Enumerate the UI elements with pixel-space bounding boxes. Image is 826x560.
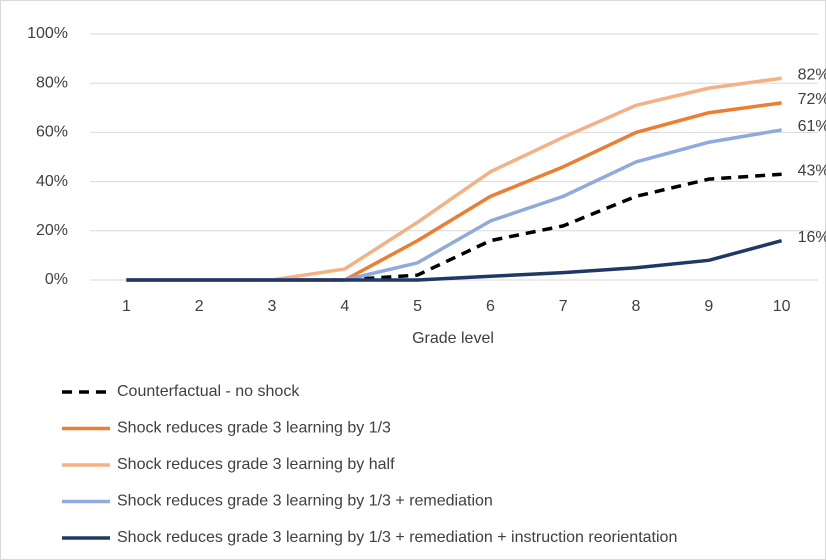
- x-tick-label: 3: [268, 298, 277, 315]
- data-label: 82%: [798, 66, 826, 83]
- x-tick-label: 10: [773, 298, 791, 315]
- y-tick-label: 20%: [36, 222, 68, 239]
- y-tick-label: 40%: [36, 173, 68, 190]
- data-label: 61%: [798, 118, 826, 135]
- y-tick-label: 60%: [36, 124, 68, 141]
- x-tick-label: 8: [632, 298, 641, 315]
- x-tick-label: 7: [559, 298, 568, 315]
- x-axis-title: Grade level: [412, 330, 494, 347]
- x-tick-label: 2: [195, 298, 204, 315]
- y-tick-label: 0%: [45, 271, 68, 288]
- legend-label: Shock reduces grade 3 learning by 1/3: [117, 420, 391, 437]
- x-tick-label: 9: [704, 298, 713, 315]
- data-label: 43%: [798, 162, 826, 179]
- data-label: 72%: [798, 91, 826, 108]
- legend-label: Shock reduces grade 3 learning by 1/3 + …: [117, 493, 493, 510]
- x-tick-label: 1: [122, 298, 131, 315]
- y-tick-label: 100%: [27, 25, 68, 42]
- y-tick-label: 80%: [36, 74, 68, 91]
- data-line: [126, 238, 783, 282]
- legend-label: Shock reduces grade 3 learning by half: [117, 456, 395, 473]
- x-tick-label: 5: [413, 298, 422, 315]
- legend-label: Counterfactual - no shock: [117, 383, 300, 400]
- legend-label: Shock reduces grade 3 learning by 1/3 + …: [117, 529, 677, 546]
- x-tick-label: 6: [486, 298, 495, 315]
- data-label: 16%: [798, 229, 826, 246]
- x-tick-label: 4: [340, 298, 349, 315]
